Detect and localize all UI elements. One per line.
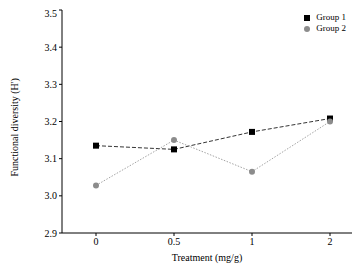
svg-text:2.9: 2.9: [45, 228, 58, 239]
svg-text:3.5: 3.5: [45, 8, 58, 19]
svg-text:3.4: 3.4: [45, 42, 58, 53]
svg-text:3.2: 3.2: [45, 116, 58, 127]
svg-text:2: 2: [328, 236, 333, 247]
html-text:Group 2: Group 2: [316, 23, 346, 33]
svg-text:3.1: 3.1: [45, 153, 58, 164]
svg-text:3.0: 3.0: [45, 190, 58, 201]
svg-text:0.5: 0.5: [168, 236, 181, 247]
html-text:Group 1: Group 1: [316, 12, 346, 22]
svg-text:0: 0: [94, 236, 99, 247]
svg-text:Functional diversity (H'): Functional diversity (H'): [9, 78, 21, 176]
svg-text:1: 1: [250, 236, 255, 247]
svg-text:Treatment (mg/g): Treatment (mg/g): [172, 252, 242, 264]
svg-text:3.3: 3.3: [45, 79, 58, 90]
